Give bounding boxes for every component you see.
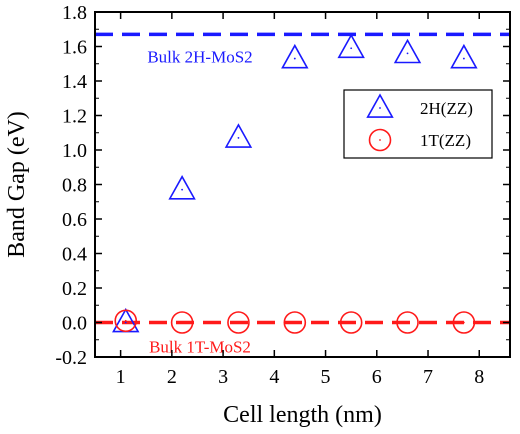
circle-point [339,311,363,334]
legend-marker-center [379,107,381,109]
triangle-point [168,175,196,200]
circle-point [283,311,307,334]
y-tick-label: 0.0 [62,313,87,335]
point-center [462,321,465,324]
x-tick-label: 6 [372,366,382,388]
x-tick-label: 4 [269,366,279,388]
point-center [181,321,183,324]
point-center [462,57,465,60]
y-tick-label: 0.6 [62,209,87,231]
x-tick-label: 8 [474,366,484,388]
triangle-point [450,43,478,69]
y-tick-label: 0.4 [62,244,87,266]
circle-point [114,309,138,333]
circle-point [396,311,419,334]
y-tick-label: 1.2 [62,106,87,128]
point-center [124,319,127,322]
axis-ticks [95,11,510,358]
triangle-point [281,43,309,69]
point-center [406,321,409,324]
y-tick-label: 1.8 [62,2,87,24]
point-center [350,321,353,324]
y-tick-label: 1.6 [62,37,87,59]
x-tick-label: 5 [321,366,331,388]
circle-point [170,311,194,334]
triangle-point [393,38,422,64]
point-center [237,137,240,139]
legend-label: 2H(ZZ) [420,99,473,118]
data-points [112,33,478,334]
circle-point [452,311,476,334]
y-tick-label: -0.2 [55,347,87,369]
triangle-point [337,33,365,59]
point-center [181,188,183,191]
reference-line-label: Bulk 1T-MoS2 [149,338,251,357]
x-tick-label: 3 [218,366,228,388]
point-center [124,321,127,324]
x-tick-label: 7 [423,366,433,388]
point-center [350,47,353,50]
x-axis-label: Cell length (nm) [223,402,382,428]
y-tick-label: 0.8 [62,175,87,197]
y-axis-label: Band Gap (eV) [4,111,30,258]
y-tick-label: 0.2 [62,278,87,300]
x-tick-label: 1 [116,366,126,388]
legend-box [343,89,493,159]
y-tick-label: 1.4 [62,71,87,93]
reference-lines: Bulk 2H-MoS2 Bulk 1T-MoS2 [95,32,510,357]
tick-labels: 1 2 3 4 5 6 7 8 -0.2 0.0 0.2 0.4 0.6 0.8 1.0 1.2 1.4 1.6 1… [55,2,484,388]
y-tick-label: 1.0 [62,140,87,162]
legend-marker-center [379,139,381,141]
triangle-point [224,123,253,148]
point-center [237,321,240,324]
legend-circle-marker [368,128,392,152]
reference-line-label: Bulk 2H-MoS2 [147,47,252,66]
circle-point [227,311,250,334]
legend-triangle-marker [366,93,394,118]
legend-label: 1T(ZZ) [420,131,471,150]
legend: 2H(ZZ) 1T(ZZ) [343,89,493,159]
point-center [406,52,409,55]
x-tick-label: 2 [167,366,177,388]
point-center [293,57,296,60]
point-center [293,321,296,324]
